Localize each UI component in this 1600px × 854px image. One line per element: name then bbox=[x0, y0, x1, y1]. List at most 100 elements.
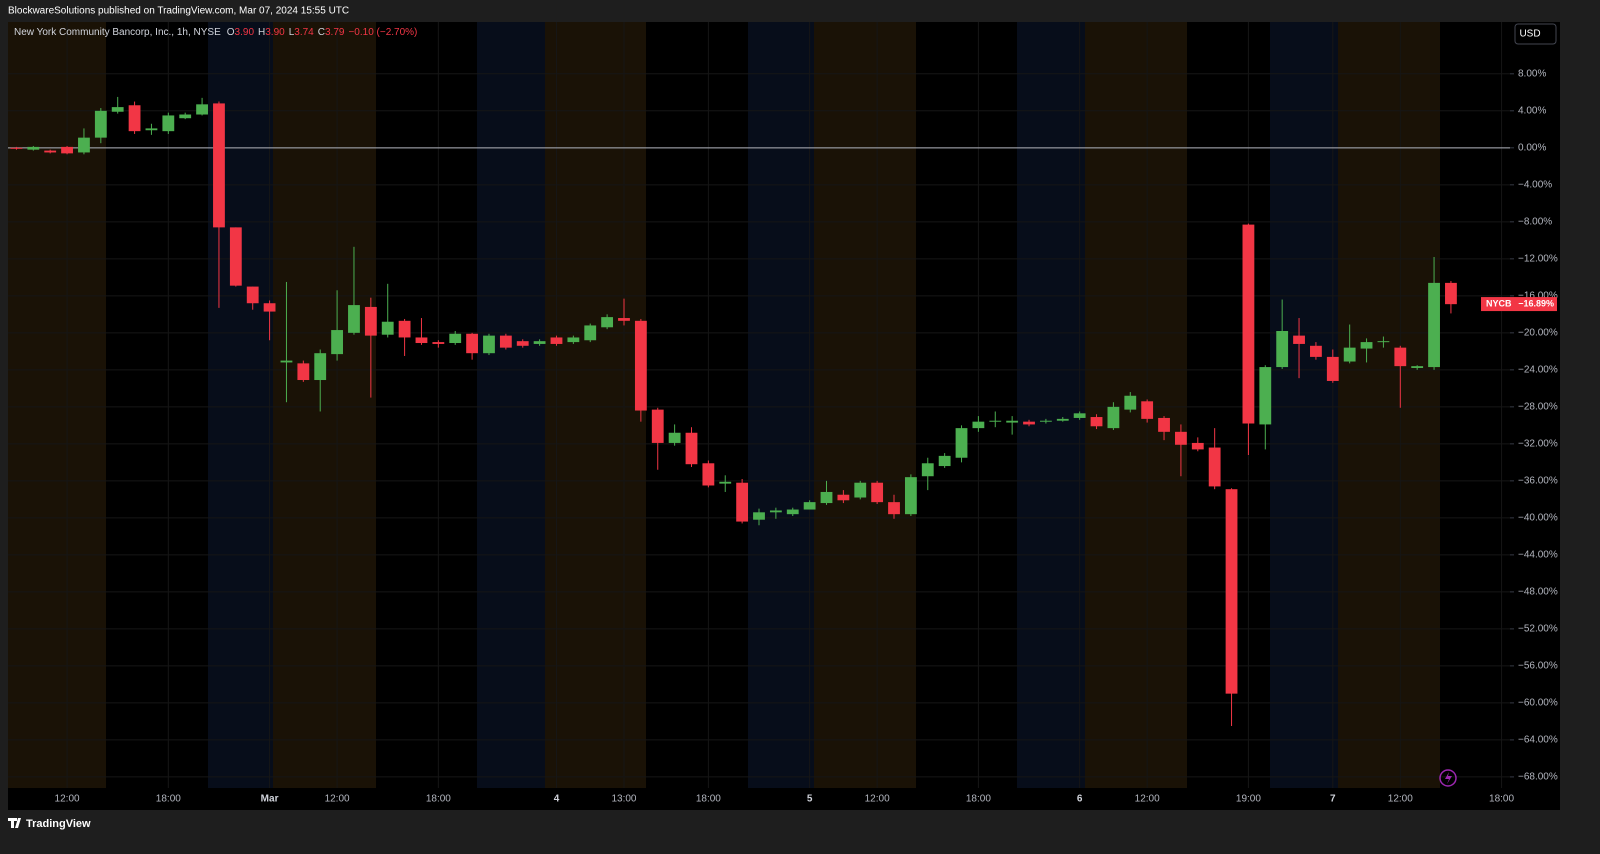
brand: TradingView bbox=[26, 818, 91, 830]
pre-market bbox=[477, 22, 545, 788]
y-tick-label: −16.00% bbox=[1518, 290, 1558, 301]
candle-body bbox=[955, 428, 968, 458]
ohlc-key: L bbox=[289, 27, 295, 38]
candle-body bbox=[449, 333, 462, 344]
candle-body bbox=[1039, 420, 1052, 422]
candle-body bbox=[297, 363, 310, 381]
candle-body bbox=[786, 509, 799, 515]
ohlc-key: O bbox=[227, 27, 235, 38]
candle-body bbox=[145, 128, 158, 131]
last-price-tag bbox=[1481, 297, 1557, 312]
candle-body bbox=[533, 341, 546, 344]
x-tick-label: 12:00 bbox=[865, 794, 890, 805]
replay-icon[interactable] bbox=[1439, 769, 1457, 787]
x-tick-label: 4 bbox=[554, 794, 560, 805]
candle-body bbox=[94, 110, 107, 138]
candle-body bbox=[634, 320, 647, 411]
candle-body bbox=[837, 494, 850, 501]
candle-body bbox=[111, 107, 124, 112]
candle-body bbox=[162, 115, 175, 132]
x-tick-label: 18:00 bbox=[696, 794, 721, 805]
candle-body bbox=[938, 455, 951, 467]
y-tick-label: −44.00% bbox=[1518, 550, 1558, 561]
candle-body bbox=[280, 360, 293, 363]
candle-body bbox=[331, 330, 343, 355]
ohlc-value: 3.79 bbox=[325, 27, 345, 38]
candle-body bbox=[229, 227, 242, 286]
candle-body bbox=[736, 482, 749, 522]
candle-body bbox=[567, 337, 580, 343]
x-tick-label: Mar bbox=[261, 794, 279, 805]
x-tick-label: 19:00 bbox=[1236, 794, 1261, 805]
candle-body bbox=[972, 421, 985, 429]
change: −0.10 (−2.70%) bbox=[348, 27, 417, 38]
x-tick-label: 18:00 bbox=[966, 794, 991, 805]
candle-body bbox=[1343, 347, 1356, 362]
y-tick-label: −28.00% bbox=[1518, 401, 1558, 412]
candle-body bbox=[685, 432, 698, 465]
x-tick-label: 18:00 bbox=[426, 794, 451, 805]
y-tick-label: −36.00% bbox=[1518, 476, 1558, 487]
candle-body bbox=[921, 463, 934, 477]
ohlc-value: 3.90 bbox=[265, 27, 285, 38]
candle-body bbox=[314, 353, 327, 381]
post-market bbox=[273, 22, 376, 788]
candle-body bbox=[989, 420, 1002, 422]
candle-body bbox=[753, 512, 765, 520]
footer bbox=[0, 812, 1600, 854]
candle-body bbox=[499, 335, 512, 348]
candle-body bbox=[415, 337, 428, 344]
y-tick-label: −56.00% bbox=[1518, 661, 1558, 672]
currency[interactable]: USD bbox=[1519, 29, 1540, 40]
logo bbox=[8, 818, 21, 828]
ohlc-key: H bbox=[258, 27, 265, 38]
y-tick-label: −4.00% bbox=[1518, 179, 1552, 190]
candle-body bbox=[820, 491, 833, 504]
candle-body bbox=[196, 104, 208, 115]
pre-market bbox=[748, 22, 814, 788]
candle-body bbox=[1191, 442, 1204, 450]
x-tick-label: 12:00 bbox=[1135, 794, 1160, 805]
candle-body bbox=[1445, 282, 1457, 305]
ohlc-key: C bbox=[318, 27, 325, 38]
candle-body bbox=[1259, 367, 1272, 425]
candle-body bbox=[398, 320, 411, 338]
ohlc-value: 3.74 bbox=[294, 27, 314, 38]
x-tick-label: 12:00 bbox=[55, 794, 80, 805]
candle-body bbox=[1175, 431, 1187, 445]
candle-body bbox=[78, 137, 90, 153]
post-market bbox=[8, 22, 106, 788]
candle-body bbox=[246, 286, 259, 304]
pre-market bbox=[1017, 22, 1085, 788]
candle-body bbox=[263, 303, 276, 312]
y-tick-label: −24.00% bbox=[1518, 364, 1558, 375]
post-market bbox=[814, 22, 916, 788]
y-tick-label: 0.00% bbox=[1518, 142, 1546, 153]
x-tick-label: 5 bbox=[807, 794, 813, 805]
last-price-symbol: NYCB bbox=[1486, 298, 1512, 308]
candle-body bbox=[668, 432, 681, 443]
candle-body bbox=[516, 341, 529, 346]
x-tick-label: 7 bbox=[1330, 794, 1336, 805]
candle-body bbox=[1124, 395, 1137, 410]
published-note: BlockwareSolutions published on TradingV… bbox=[8, 6, 349, 17]
currency-button[interactable] bbox=[1514, 23, 1557, 45]
candle-body bbox=[128, 105, 141, 132]
price-axis bbox=[1510, 22, 1560, 810]
candle-body bbox=[1006, 420, 1019, 423]
last-price-label: −16.89% bbox=[1518, 298, 1554, 308]
symbol-name: New York Community Bancorp, Inc., 1h, NY… bbox=[14, 27, 221, 38]
x-tick-label: 12:00 bbox=[325, 794, 350, 805]
candle-body bbox=[1141, 401, 1154, 419]
post-market bbox=[1338, 22, 1440, 788]
post-market bbox=[545, 22, 646, 788]
candle-body bbox=[1411, 366, 1424, 368]
candle-body bbox=[1377, 341, 1390, 343]
candle-body bbox=[1242, 224, 1255, 424]
x-tick-label: 6 bbox=[1077, 794, 1083, 805]
candle-body bbox=[1310, 345, 1322, 357]
candle-body bbox=[702, 463, 715, 486]
candle-body bbox=[803, 502, 816, 510]
candle-body bbox=[348, 305, 360, 333]
